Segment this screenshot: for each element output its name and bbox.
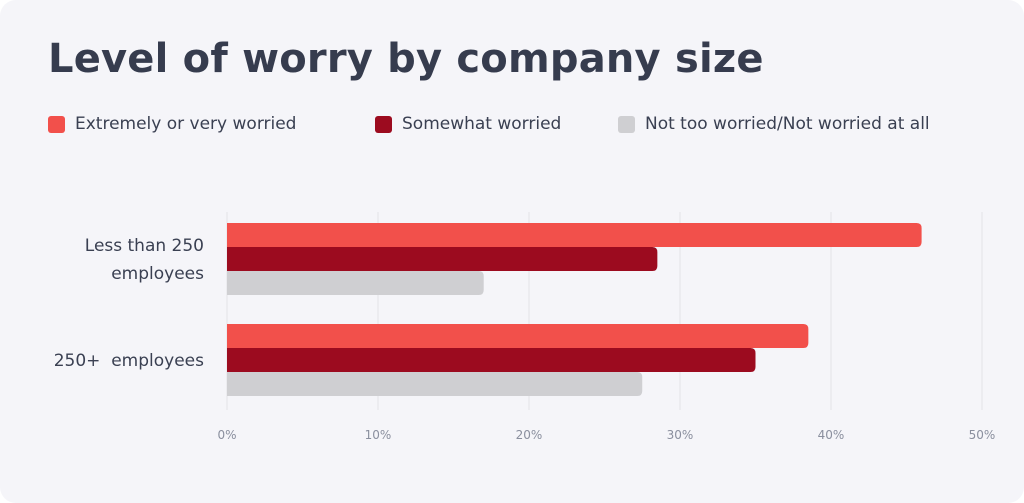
x-tick-label-40: 40% (818, 428, 845, 442)
category-label-2: 250+ employees (54, 351, 204, 371)
bar-1-1 (227, 223, 922, 247)
legend-label-not-worried: Not too worried/Not worried at all (645, 114, 930, 134)
legend-label-extremely-worried: Extremely or very worried (75, 114, 297, 134)
legend-item-not-worried: Not too worried/Not worried at all (618, 114, 930, 134)
category-label-1-line-2: employees (111, 264, 204, 284)
legend-swatch-not-worried (618, 115, 635, 133)
x-tick-label-10: 10% (365, 428, 392, 442)
bar-1-3 (227, 271, 484, 295)
legend-label-somewhat-worried: Somewhat worried (402, 114, 562, 134)
chart-title: Level of worry by company size (48, 36, 764, 82)
category-label-1-line-1: Less than 250 (85, 236, 204, 256)
bar-2-2 (227, 348, 756, 372)
bar-2-1 (227, 324, 809, 348)
legend-item-somewhat-worried: Somewhat worried (375, 114, 561, 134)
bar-2-3 (227, 372, 643, 396)
x-tick-label-0: 0% (217, 428, 236, 442)
x-tick-label-50: 50% (969, 428, 996, 442)
legend-swatch-somewhat-worried (375, 115, 392, 133)
bar-1-2 (227, 247, 658, 271)
legend-item-extremely-worried: Extremely or very worried (48, 114, 296, 134)
legend-swatch-extremely-worried (48, 115, 65, 133)
x-tick-label-30: 30% (667, 428, 694, 442)
x-tick-label-20: 20% (516, 428, 543, 442)
